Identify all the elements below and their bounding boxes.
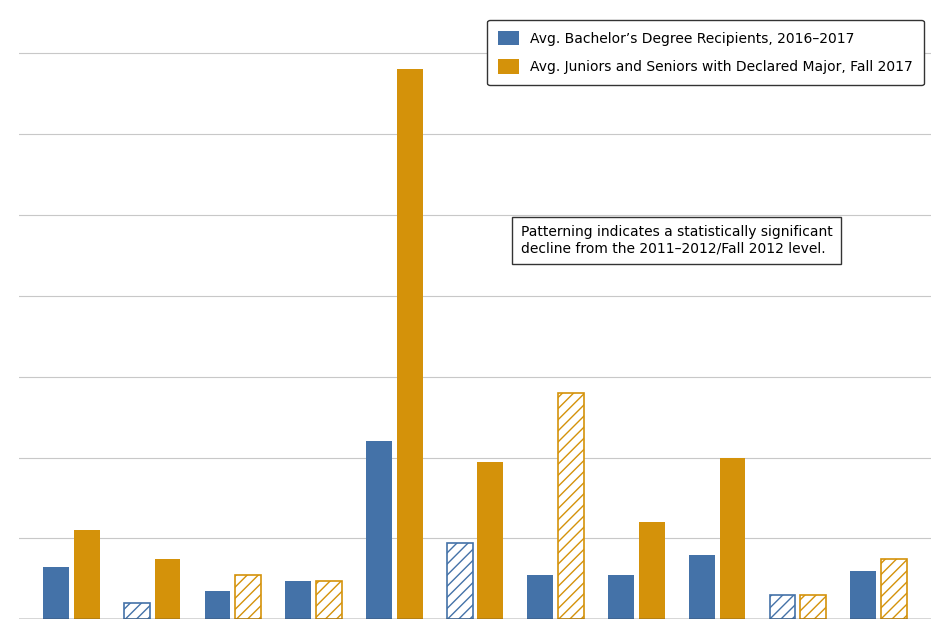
- Bar: [800, 595, 826, 619]
- Bar: [236, 575, 261, 619]
- Bar: [527, 575, 553, 619]
- Bar: [366, 441, 391, 619]
- Bar: [689, 555, 714, 619]
- Bar: [719, 458, 746, 619]
- Bar: [397, 70, 423, 619]
- Bar: [285, 581, 312, 619]
- Text: Patterning indicates a statistically significant
decline from the 2011–2012/Fall: Patterning indicates a statistically sig…: [521, 225, 832, 255]
- Bar: [74, 530, 100, 619]
- Bar: [638, 522, 665, 619]
- Legend: Avg. Bachelor’s Degree Recipients, 2016–2017, Avg. Juniors and Seniors with Decl: Avg. Bachelor’s Degree Recipients, 2016–…: [487, 20, 924, 85]
- Bar: [478, 461, 504, 619]
- Bar: [559, 393, 584, 619]
- Bar: [204, 591, 231, 619]
- Bar: [770, 595, 795, 619]
- Bar: [124, 603, 150, 619]
- Bar: [850, 571, 876, 619]
- Bar: [608, 575, 634, 619]
- Bar: [43, 567, 69, 619]
- Bar: [446, 542, 472, 619]
- Bar: [881, 559, 907, 619]
- Bar: [155, 559, 180, 619]
- Bar: [316, 581, 342, 619]
